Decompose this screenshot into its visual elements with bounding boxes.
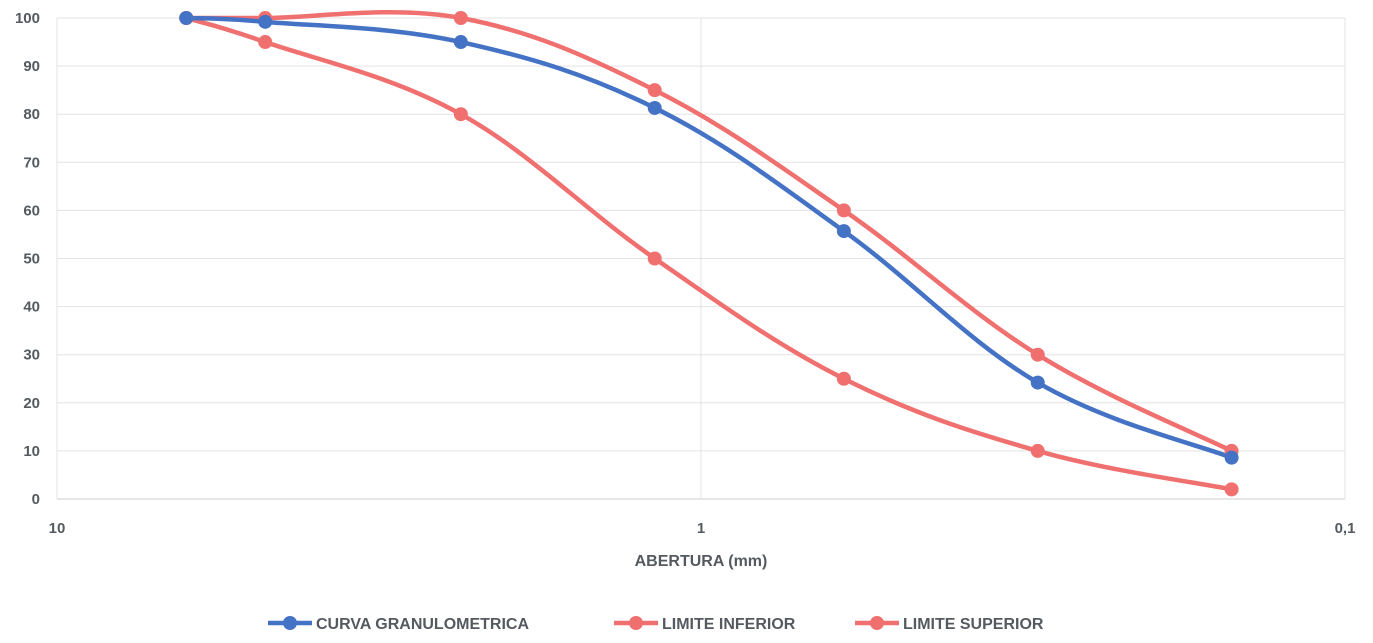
y-tick-label: 40 <box>23 299 40 316</box>
series-line-0 <box>183 15 1234 460</box>
data-point-series-2 <box>836 371 851 386</box>
series-line-2 <box>183 15 1234 492</box>
data-point-series-1 <box>1030 347 1045 362</box>
y-tick-label: 30 <box>23 347 40 364</box>
data-point-series-2 <box>1224 482 1239 497</box>
legend-swatch-marker <box>629 616 643 630</box>
x-tick-label: 0,1 <box>1335 520 1356 537</box>
legend: CURVA GRANULOMETRICA LIMITE INFERIOR LIMIT… <box>268 616 1044 633</box>
y-tick-label: 0 <box>32 491 40 508</box>
legend-swatch-marker <box>870 616 884 630</box>
x-axis-title: ABERTURA (mm) <box>635 553 768 570</box>
legend-label: CURVA GRANULOMETRICA <box>316 616 529 633</box>
data-point-series-1 <box>836 203 851 218</box>
axes-layer: 0 10 20 30 40 50 60 70 80 90 100 10 1 0,1 <box>15 10 1355 537</box>
x-tick-label: 1 <box>697 520 705 537</box>
data-point-series-2 <box>453 107 468 122</box>
data-point-series-0 <box>258 14 273 29</box>
data-point-series-1 <box>453 11 468 25</box>
y-tick-label: 80 <box>23 106 40 123</box>
data-point-series-0 <box>179 11 194 25</box>
y-tick-label: 10 <box>23 443 40 460</box>
data-point-series-0 <box>647 100 662 115</box>
data-point-series-2 <box>647 251 662 266</box>
legend-label: LIMITE SUPERIOR <box>903 616 1044 633</box>
y-tick-label: 70 <box>23 154 40 171</box>
series-layer <box>183 9 1234 492</box>
points-layer <box>179 11 1239 497</box>
grid-layer <box>56 17 1346 500</box>
data-point-series-0 <box>453 35 468 50</box>
y-tick-label: 60 <box>23 202 40 219</box>
legend-label: LIMITE INFERIOR <box>662 616 796 633</box>
y-tick-label: 50 <box>23 251 40 268</box>
data-point-series-0 <box>836 224 851 239</box>
data-point-series-0 <box>1030 375 1045 390</box>
data-point-series-2 <box>258 35 273 50</box>
y-tick-label: 100 <box>15 10 40 27</box>
series-line-1 <box>183 9 1234 454</box>
data-point-series-1 <box>647 83 662 98</box>
legend-swatch-marker <box>283 616 297 630</box>
y-tick-label: 90 <box>23 58 40 75</box>
y-tick-label: 20 <box>23 395 40 412</box>
data-point-series-2 <box>1030 443 1045 458</box>
data-point-series-0 <box>1224 450 1239 465</box>
x-tick-label: 10 <box>49 520 66 537</box>
